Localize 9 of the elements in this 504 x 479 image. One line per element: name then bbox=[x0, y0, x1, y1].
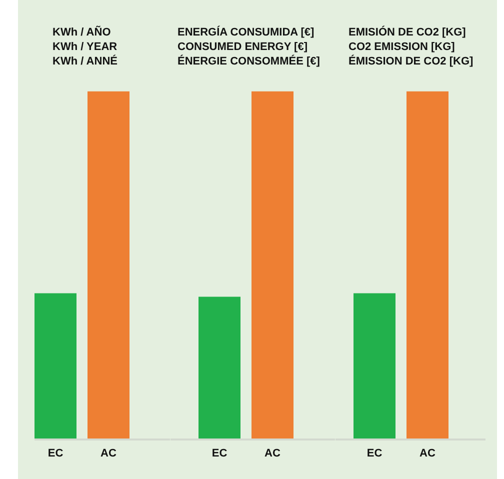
x-tick-label: AC bbox=[100, 448, 116, 460]
x-tick-label: EC bbox=[212, 448, 228, 460]
x-tick-label: AC bbox=[264, 448, 280, 460]
chart-title: KWh / AÑO KWh / YEAR KWh / ANNÉ bbox=[52, 26, 118, 68]
chart-title: ENERGÍA CONSUMIDA [€] CONSUMED ENERGY [€] ÉNERGIE CONSOMMÉE [€] bbox=[178, 26, 320, 68]
x-tick-label: EC bbox=[366, 448, 382, 460]
x-tick-label: EC bbox=[48, 448, 64, 460]
x-tick-label: AC bbox=[420, 448, 436, 460]
chart-title: EMISIÓN DE CO2 [KG] CO2 EMISSION [KG] ÉMISSION DE CO2 [KG] bbox=[348, 26, 474, 68]
